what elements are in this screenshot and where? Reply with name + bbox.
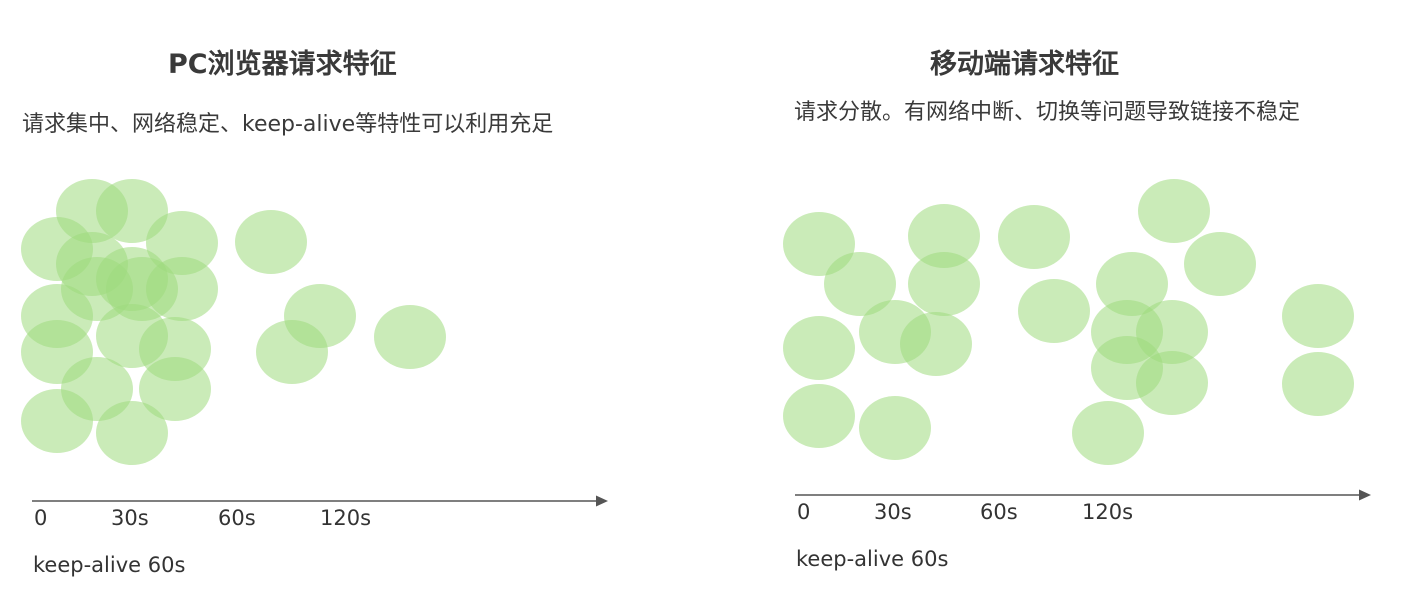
axis-arrow-icon xyxy=(1359,489,1371,501)
request-bubble xyxy=(998,205,1070,269)
request-bubble xyxy=(146,211,218,275)
request-bubble xyxy=(859,396,931,460)
axis-tick-label: 60s xyxy=(980,500,1018,524)
request-bubble xyxy=(146,257,218,321)
request-bubble xyxy=(1282,284,1354,348)
request-bubble xyxy=(96,401,168,465)
axis-tick-label: 0 xyxy=(797,500,811,524)
axis-tick-label: 120s xyxy=(1082,500,1134,524)
axis-tick-label: 30s xyxy=(111,506,149,530)
axis-tick-label: 30s xyxy=(874,500,912,524)
axis-tick-label: 0 xyxy=(34,506,48,530)
keepalive-note: keep-alive 60s xyxy=(33,553,186,577)
request-bubble xyxy=(235,210,307,274)
request-bubble xyxy=(783,384,855,448)
request-bubble xyxy=(1072,401,1144,465)
request-bubble xyxy=(908,204,980,268)
request-bubble xyxy=(139,357,211,421)
mobile-time-axis xyxy=(795,489,1371,501)
panel-title: PC浏览器请求特征 xyxy=(168,49,397,80)
keepalive-note: keep-alive 60s xyxy=(796,547,949,571)
request-bubble xyxy=(1138,179,1210,243)
mobile-request-bubbles xyxy=(783,179,1354,465)
request-bubble xyxy=(900,312,972,376)
request-bubble xyxy=(256,320,328,384)
request-bubble xyxy=(1018,279,1090,343)
pc-request-plot xyxy=(21,179,608,507)
axis-tick-label: 60s xyxy=(218,506,256,530)
request-bubble xyxy=(824,252,896,316)
request-bubble xyxy=(21,389,93,453)
axis-tick-label: 120s xyxy=(320,506,372,530)
axis-arrow-icon xyxy=(596,495,608,507)
panel-subtitle: 请求分散。有网络中断、切换等问题导致链接不稳定 xyxy=(794,100,1301,125)
request-bubble xyxy=(1282,352,1354,416)
pc-request-bubbles xyxy=(21,179,446,465)
panel-mobile: 移动端请求特征 请求分散。有网络中断、切换等问题导致链接不稳定 0 30s 60… xyxy=(712,0,1424,598)
request-bubble xyxy=(1184,232,1256,296)
panel-title: 移动端请求特征 xyxy=(930,49,1119,80)
request-bubble xyxy=(1096,252,1168,316)
request-bubble xyxy=(1136,351,1208,415)
panel-pc-browser: PC浏览器请求特征 请求集中、网络稳定、keep-alive等特性可以利用充足 … xyxy=(21,49,608,577)
request-bubble xyxy=(96,179,168,243)
mobile-request-plot xyxy=(783,179,1371,501)
panel-subtitle: 请求集中、网络稳定、keep-alive等特性可以利用充足 xyxy=(22,112,554,137)
pc-time-axis xyxy=(32,495,608,507)
request-bubble xyxy=(783,316,855,380)
request-bubble xyxy=(374,305,446,369)
request-bubble xyxy=(908,252,980,316)
